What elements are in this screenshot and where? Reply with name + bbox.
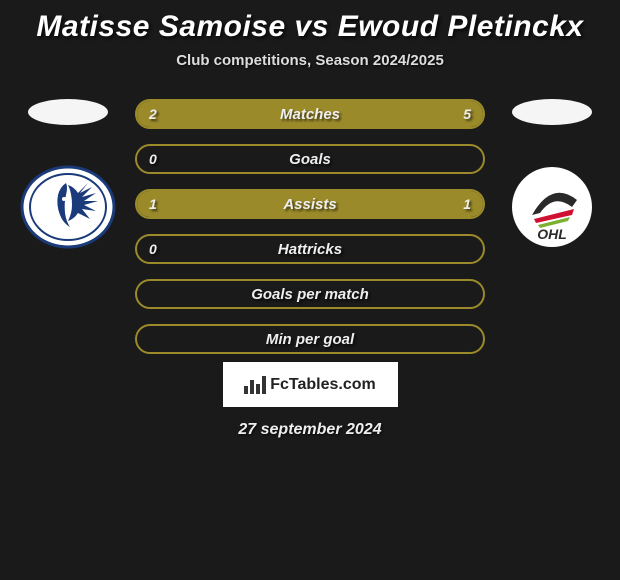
stat-value-left: 0 bbox=[149, 241, 157, 257]
stat-label: Matches bbox=[280, 106, 340, 123]
svg-text:OHL: OHL bbox=[537, 226, 567, 242]
stat-label: Assists bbox=[283, 196, 336, 213]
right-club-logo: OHL bbox=[502, 165, 602, 250]
main-content-row: 2 5 Matches 0 Goals 1 1 Assists 0 Hattricks Goals … bbox=[0, 99, 620, 354]
stat-label: Goals bbox=[289, 151, 331, 168]
left-club-logo bbox=[18, 165, 118, 250]
right-player-col: OHL bbox=[497, 99, 607, 250]
stat-fill-right bbox=[234, 101, 483, 127]
stat-label: Goals per match bbox=[251, 286, 369, 303]
stat-bar-assists: 1 1 Assists bbox=[135, 189, 485, 219]
stat-value-right: 1 bbox=[463, 196, 471, 212]
stat-value-right: 5 bbox=[463, 106, 471, 122]
stat-bar-hattricks: 0 Hattricks bbox=[135, 234, 485, 264]
stats-column: 2 5 Matches 0 Goals 1 1 Assists 0 Hattricks Goals … bbox=[135, 99, 485, 354]
branding-badge[interactable]: FcTables.com bbox=[223, 362, 398, 407]
page-title: Matisse Samoise vs Ewoud Pletinckx bbox=[36, 10, 583, 44]
stat-value-left: 0 bbox=[149, 151, 157, 167]
stat-label: Min per goal bbox=[266, 331, 354, 348]
stat-bar-matches: 2 5 Matches bbox=[135, 99, 485, 129]
left-player-col bbox=[13, 99, 123, 250]
stat-bar-goals: 0 Goals bbox=[135, 144, 485, 174]
player-placeholder-left bbox=[28, 99, 108, 125]
stat-bar-goals-per-match: Goals per match bbox=[135, 279, 485, 309]
date-label: 27 september 2024 bbox=[238, 421, 381, 439]
player-placeholder-right bbox=[512, 99, 592, 125]
stat-label: Hattricks bbox=[278, 241, 342, 258]
stat-value-left: 1 bbox=[149, 196, 157, 212]
stat-bar-min-per-goal: Min per goal bbox=[135, 324, 485, 354]
chart-icon bbox=[244, 376, 266, 394]
page-subtitle: Club competitions, Season 2024/2025 bbox=[176, 52, 444, 69]
stat-value-left: 2 bbox=[149, 106, 157, 122]
branding-text: FcTables.com bbox=[270, 376, 376, 394]
